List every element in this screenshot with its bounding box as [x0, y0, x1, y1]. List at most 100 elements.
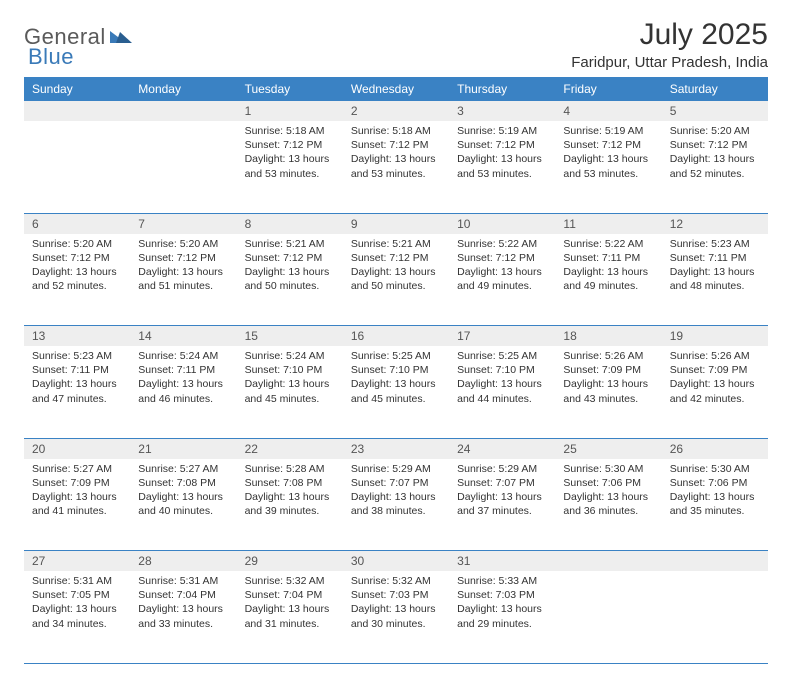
- day-number: 5: [662, 101, 768, 121]
- day-number: 7: [130, 214, 236, 234]
- day-cell: Sunrise: 5:26 AMSunset: 7:09 PMDaylight:…: [555, 346, 661, 438]
- day-line-sr: Sunrise: 5:32 AM: [351, 574, 441, 588]
- day-line-d1: Daylight: 13 hours: [670, 265, 760, 279]
- day-number: 3: [449, 101, 555, 121]
- day-line-d1: Daylight: 13 hours: [351, 265, 441, 279]
- daynum-cell: 6: [24, 213, 130, 234]
- day-cell: Sunrise: 5:25 AMSunset: 7:10 PMDaylight:…: [343, 346, 449, 438]
- day-line-d2: and 52 minutes.: [32, 279, 122, 293]
- day-number: 29: [237, 551, 343, 571]
- day-cell: Sunrise: 5:18 AMSunset: 7:12 PMDaylight:…: [343, 121, 449, 213]
- day-line-d2: and 37 minutes.: [457, 504, 547, 518]
- daynum-cell: 27: [24, 551, 130, 572]
- daynum-cell: 3: [449, 101, 555, 121]
- weekday-header: Sunday: [24, 77, 130, 101]
- day-number: 13: [24, 326, 130, 346]
- weekday-header: Monday: [130, 77, 236, 101]
- day-line-ss: Sunset: 7:07 PM: [457, 476, 547, 490]
- month-title: July 2025: [571, 18, 768, 52]
- day-number: 10: [449, 214, 555, 234]
- daynum-row: 6789101112: [24, 213, 768, 234]
- day-line-d2: and 44 minutes.: [457, 392, 547, 406]
- day-content: Sunrise: 5:21 AMSunset: 7:12 PMDaylight:…: [237, 234, 343, 300]
- day-line-ss: Sunset: 7:12 PM: [563, 138, 653, 152]
- day-line-d1: Daylight: 13 hours: [32, 602, 122, 616]
- day-number: 20: [24, 439, 130, 459]
- day-line-ss: Sunset: 7:11 PM: [138, 363, 228, 377]
- calendar-table: Sunday Monday Tuesday Wednesday Thursday…: [24, 77, 768, 664]
- daynum-cell: 14: [130, 326, 236, 347]
- day-line-ss: Sunset: 7:07 PM: [351, 476, 441, 490]
- day-number: 4: [555, 101, 661, 121]
- daynum-cell: 10: [449, 213, 555, 234]
- day-line-d2: and 41 minutes.: [32, 504, 122, 518]
- day-line-d1: Daylight: 13 hours: [670, 152, 760, 166]
- day-line-d1: Daylight: 13 hours: [457, 377, 547, 391]
- day-number: 28: [130, 551, 236, 571]
- day-line-d2: and 38 minutes.: [351, 504, 441, 518]
- day-line-ss: Sunset: 7:12 PM: [32, 251, 122, 265]
- day-line-d1: Daylight: 13 hours: [138, 602, 228, 616]
- day-line-d2: and 39 minutes.: [245, 504, 335, 518]
- weekday-header: Tuesday: [237, 77, 343, 101]
- week-row: Sunrise: 5:20 AMSunset: 7:12 PMDaylight:…: [24, 234, 768, 326]
- day-line-sr: Sunrise: 5:28 AM: [245, 462, 335, 476]
- daynum-cell: 30: [343, 551, 449, 572]
- day-content: Sunrise: 5:32 AMSunset: 7:03 PMDaylight:…: [343, 571, 449, 637]
- day-number: [662, 551, 768, 571]
- daynum-cell: 20: [24, 438, 130, 459]
- day-cell: Sunrise: 5:27 AMSunset: 7:08 PMDaylight:…: [130, 459, 236, 551]
- day-line-ss: Sunset: 7:05 PM: [32, 588, 122, 602]
- location: Faridpur, Uttar Pradesh, India: [571, 54, 768, 71]
- day-content: Sunrise: 5:18 AMSunset: 7:12 PMDaylight:…: [343, 121, 449, 187]
- day-line-d2: and 31 minutes.: [245, 617, 335, 631]
- day-line-sr: Sunrise: 5:33 AM: [457, 574, 547, 588]
- day-cell: Sunrise: 5:30 AMSunset: 7:06 PMDaylight:…: [662, 459, 768, 551]
- day-cell: [24, 121, 130, 213]
- day-cell: Sunrise: 5:29 AMSunset: 7:07 PMDaylight:…: [343, 459, 449, 551]
- day-content: Sunrise: 5:19 AMSunset: 7:12 PMDaylight:…: [449, 121, 555, 187]
- day-cell: Sunrise: 5:20 AMSunset: 7:12 PMDaylight:…: [24, 234, 130, 326]
- day-line-ss: Sunset: 7:08 PM: [245, 476, 335, 490]
- day-line-ss: Sunset: 7:11 PM: [670, 251, 760, 265]
- day-content: Sunrise: 5:31 AMSunset: 7:04 PMDaylight:…: [130, 571, 236, 637]
- day-line-d2: and 51 minutes.: [138, 279, 228, 293]
- day-number: 21: [130, 439, 236, 459]
- day-content: Sunrise: 5:29 AMSunset: 7:07 PMDaylight:…: [449, 459, 555, 525]
- daynum-cell: 26: [662, 438, 768, 459]
- day-line-sr: Sunrise: 5:21 AM: [245, 237, 335, 251]
- day-line-d1: Daylight: 13 hours: [563, 152, 653, 166]
- day-line-sr: Sunrise: 5:22 AM: [563, 237, 653, 251]
- day-line-d2: and 53 minutes.: [563, 167, 653, 181]
- day-line-sr: Sunrise: 5:23 AM: [32, 349, 122, 363]
- day-line-ss: Sunset: 7:09 PM: [670, 363, 760, 377]
- day-line-d2: and 42 minutes.: [670, 392, 760, 406]
- day-line-d1: Daylight: 13 hours: [670, 490, 760, 504]
- day-number: [130, 101, 236, 121]
- day-line-d2: and 33 minutes.: [138, 617, 228, 631]
- day-line-ss: Sunset: 7:12 PM: [351, 138, 441, 152]
- day-number: 24: [449, 439, 555, 459]
- day-line-d2: and 45 minutes.: [351, 392, 441, 406]
- daynum-cell: 25: [555, 438, 661, 459]
- day-line-ss: Sunset: 7:12 PM: [138, 251, 228, 265]
- daynum-row: 2728293031: [24, 551, 768, 572]
- day-content: Sunrise: 5:23 AMSunset: 7:11 PMDaylight:…: [24, 346, 130, 412]
- daynum-cell: 15: [237, 326, 343, 347]
- day-cell: Sunrise: 5:23 AMSunset: 7:11 PMDaylight:…: [24, 346, 130, 438]
- daynum-cell: 13: [24, 326, 130, 347]
- day-cell: Sunrise: 5:33 AMSunset: 7:03 PMDaylight:…: [449, 571, 555, 663]
- day-cell: Sunrise: 5:22 AMSunset: 7:11 PMDaylight:…: [555, 234, 661, 326]
- day-line-ss: Sunset: 7:04 PM: [138, 588, 228, 602]
- day-line-sr: Sunrise: 5:23 AM: [670, 237, 760, 251]
- daynum-cell: 31: [449, 551, 555, 572]
- day-line-sr: Sunrise: 5:30 AM: [670, 462, 760, 476]
- day-line-d2: and 46 minutes.: [138, 392, 228, 406]
- day-content: Sunrise: 5:22 AMSunset: 7:11 PMDaylight:…: [555, 234, 661, 300]
- day-line-d1: Daylight: 13 hours: [138, 265, 228, 279]
- day-line-sr: Sunrise: 5:25 AM: [457, 349, 547, 363]
- day-line-d1: Daylight: 13 hours: [245, 490, 335, 504]
- day-number: 9: [343, 214, 449, 234]
- day-content: Sunrise: 5:24 AMSunset: 7:10 PMDaylight:…: [237, 346, 343, 412]
- day-content: Sunrise: 5:24 AMSunset: 7:11 PMDaylight:…: [130, 346, 236, 412]
